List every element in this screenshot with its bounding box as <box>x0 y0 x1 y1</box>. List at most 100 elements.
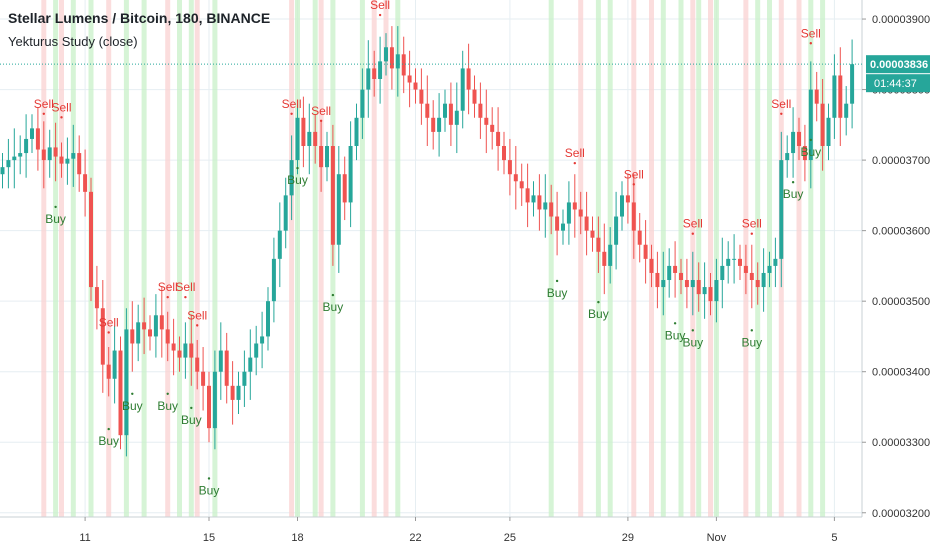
price-tick-label: 0.00003400 <box>872 367 930 379</box>
candle-body <box>6 160 11 168</box>
candle-body <box>419 89 424 104</box>
candle-body <box>330 146 335 245</box>
candle-body <box>195 357 200 372</box>
sell-band <box>41 0 47 517</box>
candle-body <box>71 153 76 159</box>
candle-body <box>596 237 601 252</box>
candle-body <box>30 128 34 139</box>
sell-marker <box>196 324 199 327</box>
buy-marker <box>691 329 694 332</box>
sell-band <box>289 0 295 517</box>
sell-label: Sell <box>311 104 331 118</box>
candle-body <box>153 315 158 337</box>
time-axis[interactable]: 11 15 18 22 25 29 Nov 5 <box>79 517 837 544</box>
buy-band <box>678 0 684 517</box>
price-tick-label: 0.00003600 <box>872 226 930 238</box>
candle-body <box>372 68 377 79</box>
candle-body <box>702 287 707 295</box>
sell-marker <box>691 232 694 235</box>
buy-marker <box>296 166 299 170</box>
buy-band <box>53 0 59 517</box>
candle-body <box>425 103 430 118</box>
buy-marker <box>791 181 795 184</box>
buy-marker <box>54 205 57 209</box>
candle-body <box>732 258 737 260</box>
buy-marker <box>190 406 193 410</box>
candle-body <box>673 265 678 273</box>
candle-body <box>531 195 536 203</box>
signal-bands <box>41 0 826 517</box>
candle-body <box>478 103 483 118</box>
candle-body <box>83 174 88 192</box>
candle-body <box>549 202 554 217</box>
sell-band <box>371 0 377 517</box>
candle-body <box>472 89 477 104</box>
candle-body <box>490 124 495 132</box>
candle-body <box>714 280 719 302</box>
candle-body <box>820 103 825 147</box>
candle-body <box>378 61 383 79</box>
buy-label: Buy <box>588 307 609 321</box>
buy-label: Buy <box>547 286 568 300</box>
price-tick-label: 0.00003900 <box>872 14 930 26</box>
candle-body <box>661 280 666 288</box>
buy-label: Buy <box>783 187 804 201</box>
candle-body <box>720 265 725 281</box>
candle-body <box>850 64 855 104</box>
buy-band <box>395 0 401 517</box>
sell-band <box>383 0 389 517</box>
candle-body <box>844 103 849 118</box>
candle-body <box>738 258 742 266</box>
candle-body <box>407 75 412 83</box>
candle-body <box>266 301 270 337</box>
candle-body <box>584 216 589 231</box>
time-tick-label: 5 <box>831 532 837 544</box>
candle-body <box>726 258 731 266</box>
candle-body <box>35 128 40 150</box>
buy-band <box>359 0 365 517</box>
candle-body <box>519 181 524 189</box>
candle-body <box>696 280 701 295</box>
sell-marker <box>780 112 783 115</box>
candle-body <box>448 103 453 125</box>
candle-body <box>749 272 754 281</box>
candle-body <box>791 131 796 154</box>
candle-body <box>466 68 471 90</box>
buy-band <box>808 0 814 517</box>
candle-body <box>637 230 642 245</box>
study-legend[interactable]: Yekturus Study (close) <box>8 34 138 49</box>
time-tick-label: Nov <box>707 532 727 544</box>
candle-body <box>413 82 418 90</box>
candle-body <box>212 371 217 429</box>
buy-band <box>312 0 318 517</box>
buy-band <box>713 0 719 517</box>
candle-body <box>826 117 831 147</box>
candle-body <box>401 54 406 76</box>
candle-body <box>773 258 778 266</box>
candle-body <box>12 156 17 161</box>
buy-band <box>548 0 554 517</box>
sell-band <box>796 0 802 517</box>
candle-body <box>525 188 530 203</box>
candle-body <box>797 131 801 147</box>
candle-body <box>319 146 324 168</box>
buy-marker <box>597 300 600 304</box>
buy-marker <box>809 138 812 142</box>
candle-body <box>59 156 64 164</box>
sell-marker <box>184 295 187 299</box>
price-axis[interactable]: 0.00003200 0.00003300 0.00003400 0.00003500… <box>862 14 930 520</box>
candles <box>0 26 855 457</box>
candle-body <box>183 343 188 358</box>
sell-band <box>578 0 584 517</box>
sell-label: Sell <box>51 100 71 114</box>
buy-label: Buy <box>45 212 66 226</box>
candle-body <box>537 195 542 210</box>
symbol-title[interactable]: Stellar Lumens / Bitcoin, 180, BINANCE <box>8 10 271 26</box>
candle-body <box>360 89 365 118</box>
candle-body <box>679 272 683 281</box>
candle-body <box>242 371 247 386</box>
candle-body <box>325 146 329 168</box>
candle-body <box>590 230 595 238</box>
buy-marker <box>207 477 211 480</box>
